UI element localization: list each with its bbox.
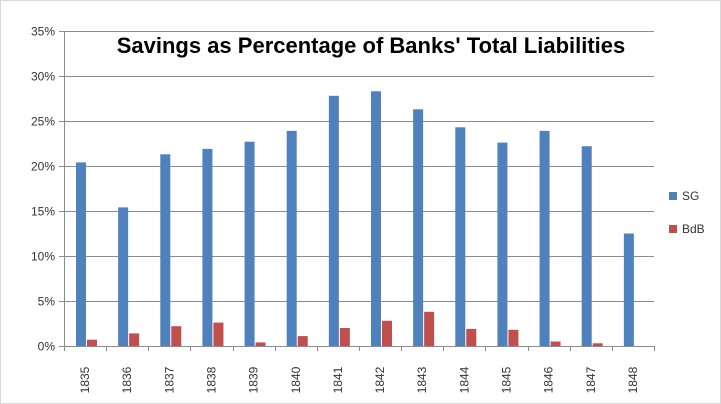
bar-sg-1846 <box>539 130 550 346</box>
bar-bdb-1838 <box>213 322 224 346</box>
y-tick-label: 35% <box>31 25 55 39</box>
bar-sg-1840 <box>286 130 297 346</box>
bar-sg-1836 <box>118 207 129 346</box>
bar-bdb-1846 <box>550 341 561 346</box>
bar-bdb-1845 <box>508 329 519 346</box>
x-tick-label: 1842 <box>373 366 387 393</box>
bar-sg-1848 <box>623 233 634 346</box>
x-tick-label: 1836 <box>120 366 134 393</box>
bar-sg-1837 <box>160 154 171 346</box>
bar-bdb-1840 <box>297 336 308 346</box>
gridlines <box>64 31 654 347</box>
bar-sg-1844 <box>455 127 466 346</box>
x-tick-label: 1840 <box>289 366 303 393</box>
y-tick-label: 25% <box>31 115 55 129</box>
bar-sg-1845 <box>497 142 508 346</box>
bar-sg-1835 <box>76 162 86 346</box>
legend-label-sg: SG <box>682 189 699 203</box>
x-tick-label: 1838 <box>205 366 219 393</box>
bar-bdb-1843 <box>424 311 435 346</box>
x-tick-label: 1837 <box>162 366 176 393</box>
x-tick-label: 1845 <box>500 366 514 393</box>
bar-sg-1843 <box>413 109 424 346</box>
bar-bdb-1844 <box>466 328 477 346</box>
bar-bdb-1839 <box>255 342 266 346</box>
bar-sg-1838 <box>202 148 213 346</box>
bar-sg-1847 <box>581 146 592 346</box>
chart-title: Savings as Percentage of Banks' Total Li… <box>117 33 626 58</box>
bar-bdb-1842 <box>382 320 392 346</box>
x-tick-label: 1847 <box>584 366 598 393</box>
x-axis-ticks: 1835 1836 1837 1838 1839 1840 1841 1842 1843 1844… <box>64 346 655 393</box>
y-tick-label: 15% <box>31 205 55 219</box>
bar-sg-1839 <box>244 141 255 346</box>
x-tick-label: 1843 <box>415 366 429 393</box>
bar-bdb-1835 <box>87 339 97 346</box>
y-tick-label: 0% <box>38 340 56 354</box>
x-tick-label: 1835 <box>78 366 92 393</box>
x-tick-label: 1848 <box>626 366 640 393</box>
axes <box>64 31 654 347</box>
legend-swatch-sg <box>669 192 677 200</box>
bar-bdb-1841 <box>339 328 350 346</box>
bar-bdb-1847 <box>592 343 603 346</box>
y-tick-label: 30% <box>31 70 55 84</box>
y-tick-label: 20% <box>31 160 55 174</box>
bar-sg-1842 <box>371 91 381 346</box>
x-tick-label: 1844 <box>457 366 471 393</box>
y-axis-ticks: 0% 5% 10% 15% 20% 25% 30% 35% <box>31 25 64 354</box>
y-tick-label: 5% <box>38 295 56 309</box>
legend-label-bdb: BdB <box>682 222 705 236</box>
legend-swatch-bdb <box>669 225 677 233</box>
bars <box>76 91 634 346</box>
y-tick-label: 10% <box>31 250 55 264</box>
bar-bdb-1837 <box>171 326 182 346</box>
x-tick-label: 1839 <box>247 366 261 393</box>
bar-bdb-1836 <box>129 333 140 346</box>
bar-sg-1841 <box>328 95 339 346</box>
x-tick-label: 1846 <box>542 366 556 393</box>
legend: SG BdB <box>669 189 705 236</box>
x-tick-label: 1841 <box>331 366 345 393</box>
